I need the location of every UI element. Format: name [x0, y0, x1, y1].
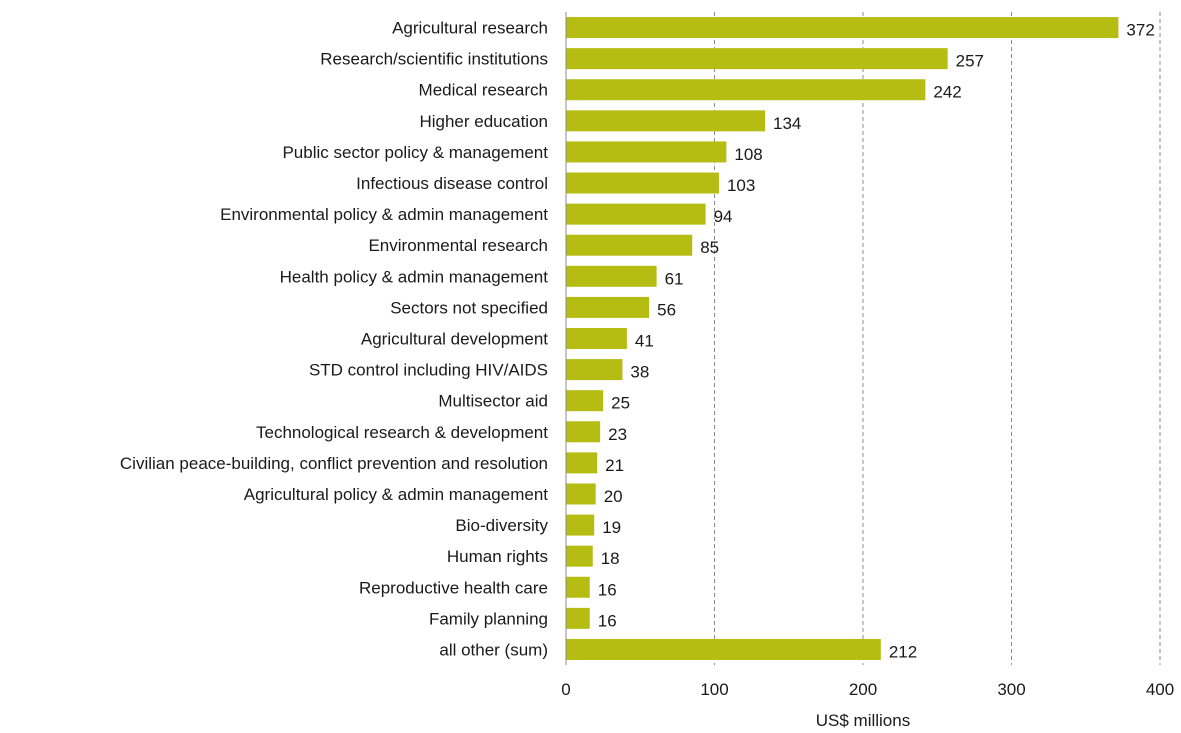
category-label: Human rights [447, 547, 548, 566]
category-label: Family planning [429, 609, 548, 628]
x-tick-label: 200 [849, 680, 877, 699]
bar [566, 390, 604, 412]
category-label: Higher education [419, 112, 548, 131]
category-label: all other (sum) [439, 640, 548, 659]
bar [566, 265, 657, 287]
value-label: 41 [635, 332, 654, 351]
category-label: Agricultural development [361, 330, 548, 349]
bar [566, 359, 623, 381]
category-label: Reproductive health care [359, 578, 548, 597]
x-tick-label: 400 [1146, 680, 1174, 699]
bar [566, 514, 595, 536]
category-label: Health policy & admin management [280, 267, 549, 286]
value-label: 372 [1126, 21, 1154, 40]
value-label: 38 [630, 363, 649, 382]
bar [566, 203, 706, 225]
bar [566, 576, 590, 598]
bar [566, 17, 1119, 39]
x-axis-title: US$ millions [816, 711, 910, 730]
value-label: 103 [727, 176, 755, 195]
category-label: Sectors not specified [390, 298, 548, 317]
value-label: 23 [608, 425, 627, 444]
value-label: 134 [773, 114, 801, 133]
x-tick-label: 100 [700, 680, 728, 699]
x-tick-label: 300 [997, 680, 1025, 699]
category-label: Environmental research [368, 236, 548, 255]
category-label: Public sector policy & management [282, 143, 548, 162]
value-label: 61 [665, 269, 684, 288]
category-label: Multisector aid [438, 392, 548, 411]
bar [566, 483, 596, 505]
value-label: 20 [604, 487, 623, 506]
value-label: 108 [734, 145, 762, 164]
value-label: 25 [611, 394, 630, 413]
category-label: Medical research [419, 81, 548, 100]
category-label: Technological research & development [256, 423, 548, 442]
value-label: 21 [605, 456, 624, 475]
bar [566, 172, 719, 194]
bar [566, 79, 926, 101]
category-label: Agricultural research [392, 19, 548, 38]
category-label: Bio-diversity [455, 516, 548, 535]
bar [566, 296, 650, 318]
bar [566, 545, 593, 567]
bar [566, 234, 693, 256]
value-label: 16 [598, 580, 617, 599]
bar [566, 452, 598, 474]
category-label: Agricultural policy & admin management [244, 485, 549, 504]
value-label: 85 [700, 238, 719, 257]
value-label: 18 [601, 549, 620, 568]
bar [566, 328, 627, 349]
value-label: 242 [933, 83, 961, 102]
bar [566, 421, 601, 443]
category-label: Environmental policy & admin management [220, 205, 548, 224]
bar [566, 110, 765, 132]
value-label: 257 [956, 52, 984, 71]
bar [566, 607, 590, 629]
bar [566, 638, 881, 660]
value-label: 212 [889, 642, 917, 661]
value-label: 16 [598, 611, 617, 630]
category-label: Infectious disease control [356, 174, 548, 193]
x-tick-labels: 0 100 200 300 400 [561, 680, 1174, 699]
bar [566, 48, 948, 70]
value-label: 56 [657, 300, 676, 319]
value-label: 94 [714, 207, 733, 226]
category-label: Civilian peace-building, conflict preven… [120, 454, 548, 473]
category-label: STD control including HIV/AIDS [309, 361, 548, 380]
gridlines [714, 12, 1161, 665]
x-tick-label: 0 [561, 680, 570, 699]
bar [566, 141, 727, 163]
bars [566, 17, 1119, 660]
category-label: Research/scientific institutions [320, 50, 548, 69]
value-label: 19 [602, 518, 621, 537]
category-labels: Agricultural research Research/scientific… [120, 19, 549, 660]
